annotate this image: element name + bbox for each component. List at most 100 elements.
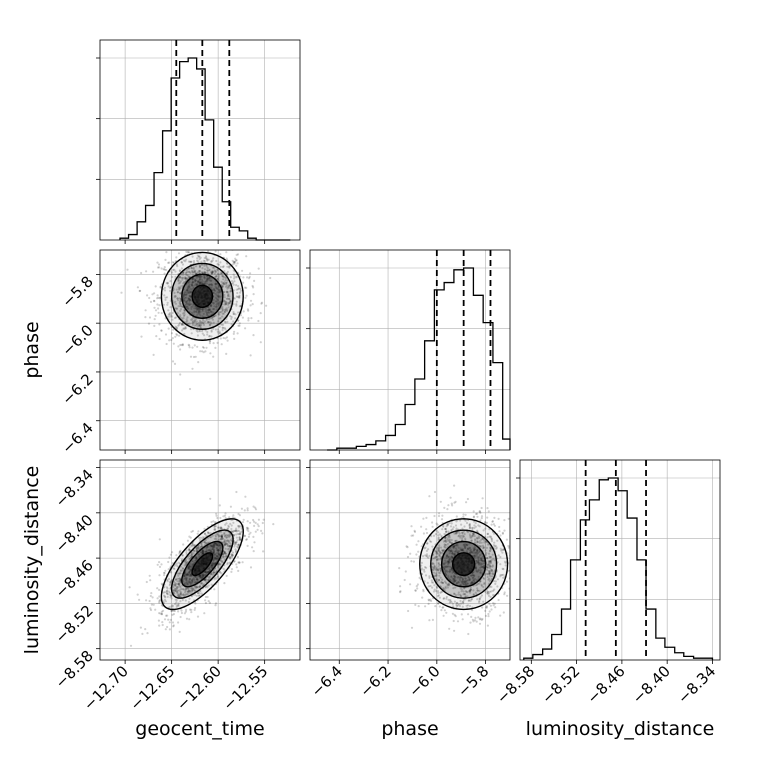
sample-point <box>481 565 484 569</box>
sample-point <box>189 295 192 298</box>
sample-point <box>479 511 482 514</box>
sample-point <box>210 271 213 274</box>
sample-point <box>462 582 465 586</box>
sample-point <box>177 252 181 255</box>
sample-point <box>444 527 447 531</box>
sample-point <box>185 301 188 304</box>
sample-point <box>216 576 219 579</box>
sample-point <box>206 586 209 589</box>
sample-point <box>230 524 233 527</box>
sample-point <box>160 563 163 566</box>
sample-point <box>178 269 181 272</box>
sample-point <box>453 580 456 583</box>
sample-point <box>177 602 180 605</box>
sample-point <box>499 573 502 577</box>
sample-point <box>230 317 233 320</box>
sample-point <box>437 594 440 597</box>
sample-point <box>181 323 184 326</box>
sample-point <box>144 316 147 319</box>
sample-point <box>479 580 482 583</box>
sample-point <box>468 533 471 536</box>
sample-point <box>149 300 153 303</box>
sample-point <box>183 594 186 597</box>
sample-point <box>457 593 460 596</box>
sample-point <box>202 574 205 577</box>
sample-point <box>223 276 226 279</box>
sample-point <box>158 624 161 627</box>
sample-point <box>448 570 451 573</box>
sample-point <box>446 539 449 542</box>
sample-point <box>224 277 227 280</box>
sample-point <box>476 549 479 552</box>
sample-point <box>235 300 238 303</box>
sample-point <box>200 542 203 545</box>
sample-point <box>236 253 240 256</box>
sample-point <box>227 285 231 288</box>
sample-point <box>203 268 207 271</box>
sample-point <box>227 294 230 297</box>
sample-point <box>165 281 168 285</box>
sample-point <box>482 600 485 603</box>
sample-point <box>187 284 191 287</box>
sample-point <box>205 550 208 553</box>
sample-point <box>215 282 218 285</box>
sample-point <box>440 590 443 594</box>
sample-point <box>474 551 477 555</box>
sample-point <box>202 323 206 326</box>
sample-point <box>186 583 189 586</box>
sample-point <box>160 613 163 616</box>
sample-point <box>472 579 475 582</box>
sample-point <box>413 529 416 533</box>
sample-point <box>213 525 216 528</box>
sample-point <box>193 307 196 310</box>
sample-point <box>517 570 519 572</box>
sample-point <box>204 541 207 544</box>
sample-point <box>195 310 198 313</box>
sample-point <box>507 517 510 520</box>
x-tick-label-phase: −5.8 <box>454 662 492 700</box>
sample-point <box>193 578 196 582</box>
sample-point <box>185 273 189 277</box>
sample-point <box>175 601 178 604</box>
sample-point <box>231 531 234 534</box>
sample-point <box>219 516 222 520</box>
sample-point <box>442 525 445 528</box>
sample-point <box>449 550 452 553</box>
sample-point <box>437 565 440 568</box>
sample-point <box>210 583 213 586</box>
sample-point <box>232 281 235 284</box>
sample-point <box>185 296 188 299</box>
sample-point <box>223 541 226 544</box>
sample-point <box>207 310 210 314</box>
sample-point <box>502 576 505 579</box>
sample-point <box>468 549 471 552</box>
sample-point <box>165 296 169 299</box>
sample-point <box>493 524 496 527</box>
sample-point <box>222 290 226 293</box>
sample-point <box>474 522 477 525</box>
sample-point <box>201 576 204 580</box>
sample-point <box>473 548 476 551</box>
sample-point <box>492 604 495 607</box>
sample-point <box>184 572 187 576</box>
sample-point <box>500 573 504 577</box>
sample-point <box>181 322 184 325</box>
sample-point <box>428 495 431 498</box>
sample-point <box>200 278 203 281</box>
sample-point <box>210 565 213 568</box>
sample-point <box>187 286 190 289</box>
sample-point <box>456 576 459 579</box>
sample-point <box>463 545 467 548</box>
sample-point <box>470 581 473 584</box>
sample-point <box>165 586 168 589</box>
sample-point <box>204 586 207 589</box>
sample-point <box>486 532 489 536</box>
sample-point <box>424 605 427 608</box>
sample-point <box>166 580 169 583</box>
sample-point <box>172 589 175 592</box>
density-layer <box>398 484 519 636</box>
sample-point <box>226 539 229 542</box>
sample-point <box>182 577 186 581</box>
sample-point <box>476 549 479 553</box>
sample-point <box>184 589 187 592</box>
